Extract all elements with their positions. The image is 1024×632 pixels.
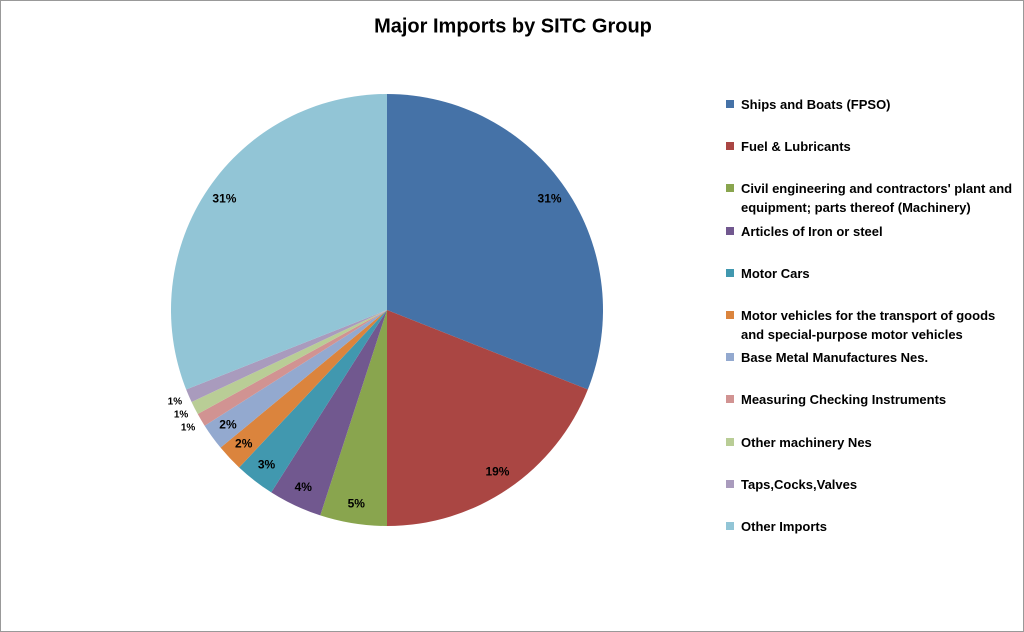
legend-item: Fuel & Lubricants [726, 137, 1018, 156]
legend-item: Civil engineering and contractors' plant… [726, 179, 1018, 217]
data-label: 2% [219, 418, 237, 432]
legend-item: Other machinery Nes [726, 433, 1018, 452]
data-label: 1% [181, 422, 196, 433]
legend-swatch [726, 479, 734, 488]
pie-slice [387, 310, 588, 526]
legend-item: Motor vehicles for the transport of good… [726, 306, 1018, 344]
data-label: 1% [174, 410, 189, 421]
legend-swatch [726, 142, 734, 151]
pie-slice [320, 310, 387, 526]
legend-item: Ships and Boats (FPSO) [726, 95, 1018, 114]
legend-swatch [726, 353, 734, 362]
data-label: 5% [348, 496, 366, 510]
legend-label: Base Metal Manufactures Nes. [741, 350, 929, 366]
legend-label: Civil engineering and contractors' plant… [741, 181, 1013, 216]
legend-label: Taps,Cocks,Valves [741, 476, 858, 492]
data-label: 1% [168, 396, 183, 407]
legend-item: Taps,Cocks,Valves [726, 475, 1018, 494]
legend-item: Other Imports [726, 517, 1018, 536]
legend-swatch [726, 437, 734, 446]
legend-swatch [726, 184, 734, 193]
legend-label: Other Imports [741, 519, 827, 534]
legend-label: Other machinery Nes [741, 434, 872, 450]
pie-slice [171, 94, 387, 390]
legend-swatch [726, 522, 734, 530]
legend-swatch [726, 100, 734, 108]
pie-slice [387, 94, 603, 390]
legend-label: Fuel & Lubricants [741, 139, 851, 155]
legend-label: Motor Cars [741, 265, 810, 281]
data-label: 31% [212, 192, 236, 206]
pie-slice [271, 310, 387, 516]
legend-item: Base Metal Manufactures Nes. [726, 348, 1018, 367]
legend-swatch [726, 226, 734, 235]
data-label: 31% [538, 192, 562, 206]
data-label: 4% [295, 480, 313, 494]
legend-swatch [726, 268, 734, 277]
data-label: 2% [235, 437, 253, 451]
legend-swatch [726, 311, 734, 319]
data-label: 19% [485, 465, 509, 479]
legend-label: Motor vehicles for the transport of good… [741, 308, 996, 342]
legend-label: Measuring Checking Instruments [741, 392, 947, 408]
pie-slice [191, 310, 387, 415]
legend-swatch [726, 395, 734, 404]
legend-item: Articles of Iron or steel [726, 222, 1018, 241]
chart-title: Major Imports by SITC Group [374, 15, 652, 37]
pie-slice [186, 310, 387, 402]
legend-item: Measuring Checking Instruments [726, 390, 1018, 409]
pie-slice [204, 310, 387, 448]
legend-label: Ships and Boats (FPSO) [741, 97, 891, 112]
pie-slice [197, 310, 387, 426]
legend-item: Motor Cars [726, 264, 1018, 283]
legend-label: Articles of Iron or steel [741, 223, 883, 239]
pie-slice [239, 310, 387, 493]
data-label: 3% [258, 457, 276, 471]
pie-slice [220, 310, 387, 468]
